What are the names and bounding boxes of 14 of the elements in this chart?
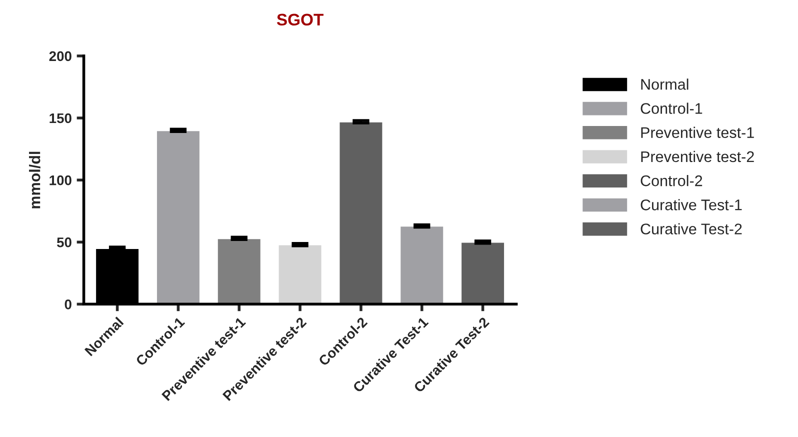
- legend-label: Curative Test-2: [640, 223, 742, 234]
- y-tick-label: 50: [56, 237, 72, 248]
- legend-label: Control-1: [640, 102, 702, 114]
- y-tick-label: 150: [50, 113, 72, 124]
- chart-title: SGOT: [276, 14, 324, 26]
- y-tick-label: 0: [64, 299, 72, 310]
- legend-label: Preventive test-2: [641, 150, 754, 162]
- legend-label: Control-2: [640, 174, 702, 186]
- y-tick-label: 200: [49, 51, 72, 62]
- legend-label: Curative Test-1: [640, 199, 742, 210]
- y-tick-label: 100: [50, 175, 72, 186]
- legend-label: Normal: [641, 78, 688, 90]
- y-axis-title: mmol/dl: [29, 152, 40, 208]
- legend-label: Preventive test-1: [641, 126, 754, 138]
